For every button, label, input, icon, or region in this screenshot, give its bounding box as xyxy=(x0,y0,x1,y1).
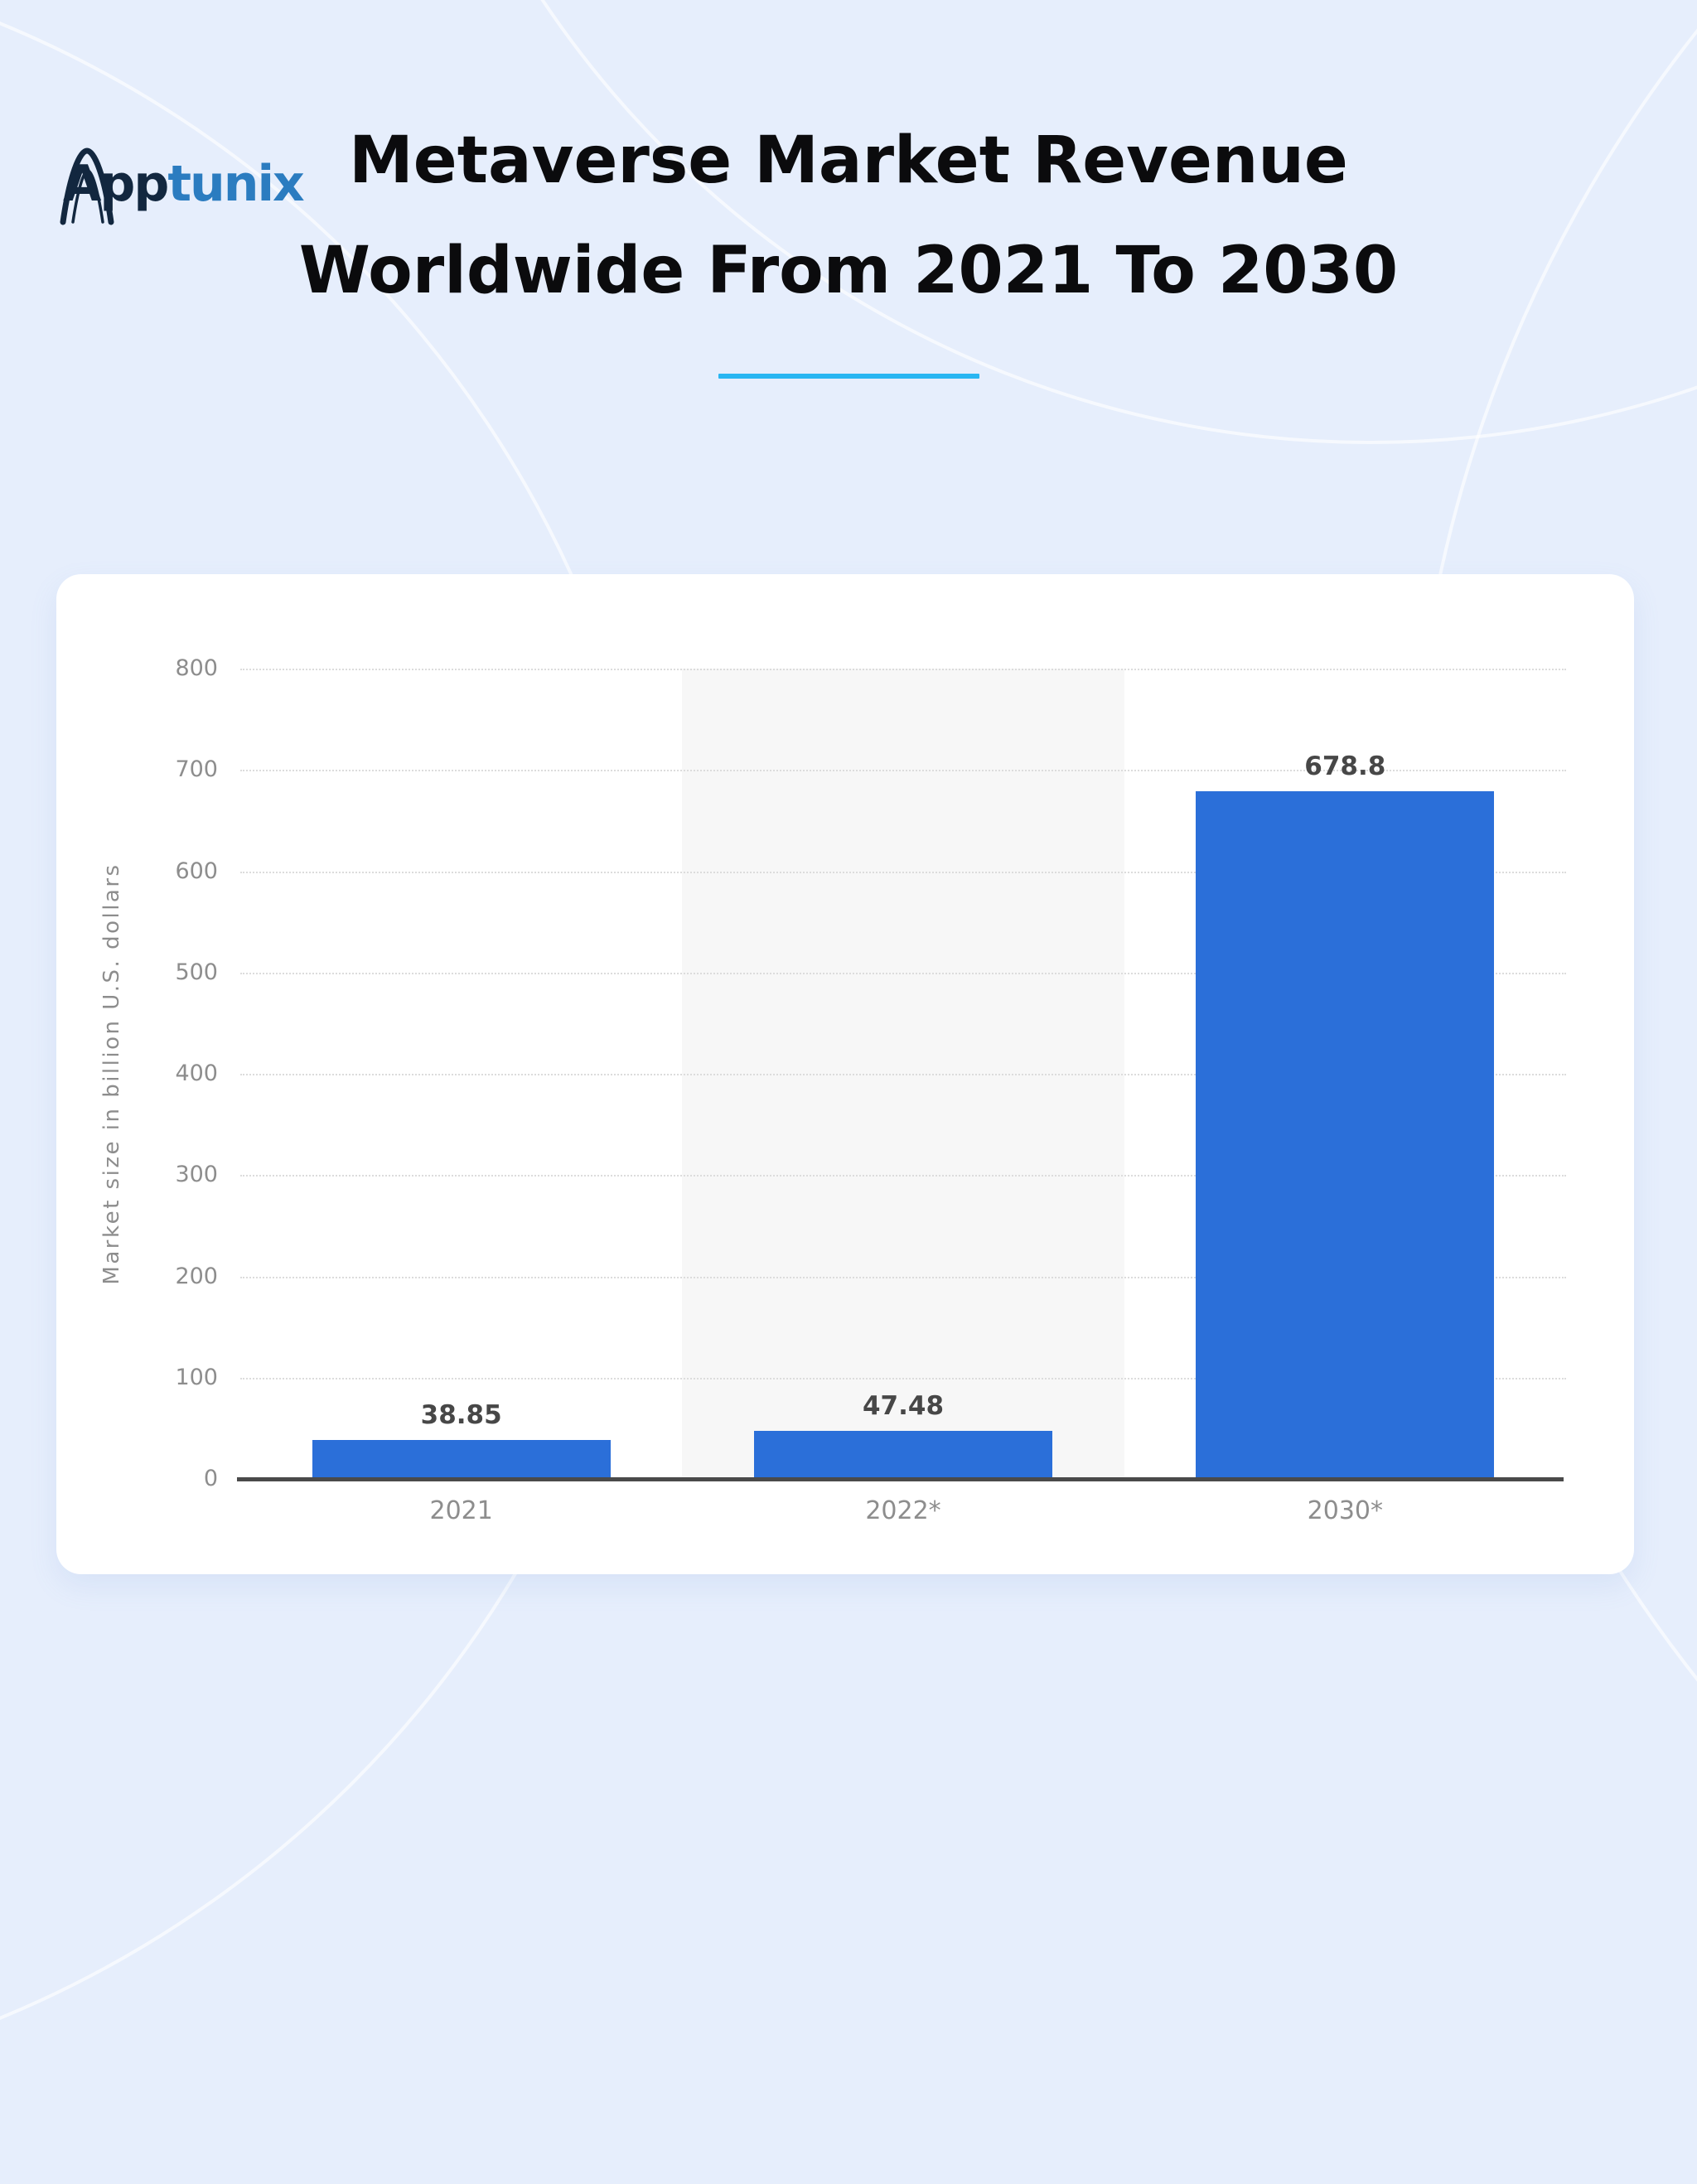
x-tick-label: 2022* xyxy=(865,1496,941,1525)
title-underline-decoration xyxy=(718,374,979,379)
plot-area: Market size in billion U.S. dollars 0 100… xyxy=(99,656,1566,1525)
x-tick-label: 2030* xyxy=(1307,1496,1383,1525)
y-tick-label: 200 xyxy=(175,1263,218,1289)
bar xyxy=(1196,791,1495,1479)
y-tick-label: 0 xyxy=(203,1466,218,1491)
y-gridline xyxy=(240,871,1566,873)
y-tick-label: 600 xyxy=(175,858,218,884)
y-gridline xyxy=(240,1276,1566,1278)
bar-value-label: 678.8 xyxy=(1304,751,1386,782)
bar-value-label: 38.85 xyxy=(420,1399,502,1430)
y-tick-label: 800 xyxy=(175,655,218,681)
y-tick-label: 300 xyxy=(175,1162,218,1188)
chart-card: Market size in billion U.S. dollars 0 100… xyxy=(56,574,1634,1574)
apptunix-logo: App tunix xyxy=(60,138,305,225)
x-tick-label: 2021 xyxy=(429,1496,493,1525)
bar-value-label: 47.48 xyxy=(862,1390,945,1421)
bar xyxy=(312,1439,611,1479)
y-gridline xyxy=(240,972,1566,974)
y-tick-label: 100 xyxy=(175,1364,218,1390)
page-title: Metaverse Market Revenue Worldwide From … xyxy=(33,106,1664,326)
y-gridline xyxy=(240,669,1566,670)
page-title-line2: Worldwide From 2021 To 2030 xyxy=(298,233,1399,308)
y-tick-label: 500 xyxy=(175,959,218,985)
y-axis-title: Market size in billion U.S. dollars xyxy=(99,862,124,1285)
y-gridline xyxy=(240,1074,1566,1075)
y-gridline xyxy=(240,1175,1566,1177)
apptunix-arch-icon xyxy=(60,147,114,225)
y-gridline xyxy=(240,1377,1566,1379)
logo-text-suffix: tunix xyxy=(167,155,304,213)
page-title-line1: Metaverse Market Revenue xyxy=(349,123,1348,198)
y-tick-label: 700 xyxy=(175,756,218,783)
y-gridline xyxy=(240,770,1566,772)
bar xyxy=(754,1430,1052,1479)
x-axis-line xyxy=(237,1477,1564,1481)
y-tick-label: 400 xyxy=(175,1061,218,1086)
